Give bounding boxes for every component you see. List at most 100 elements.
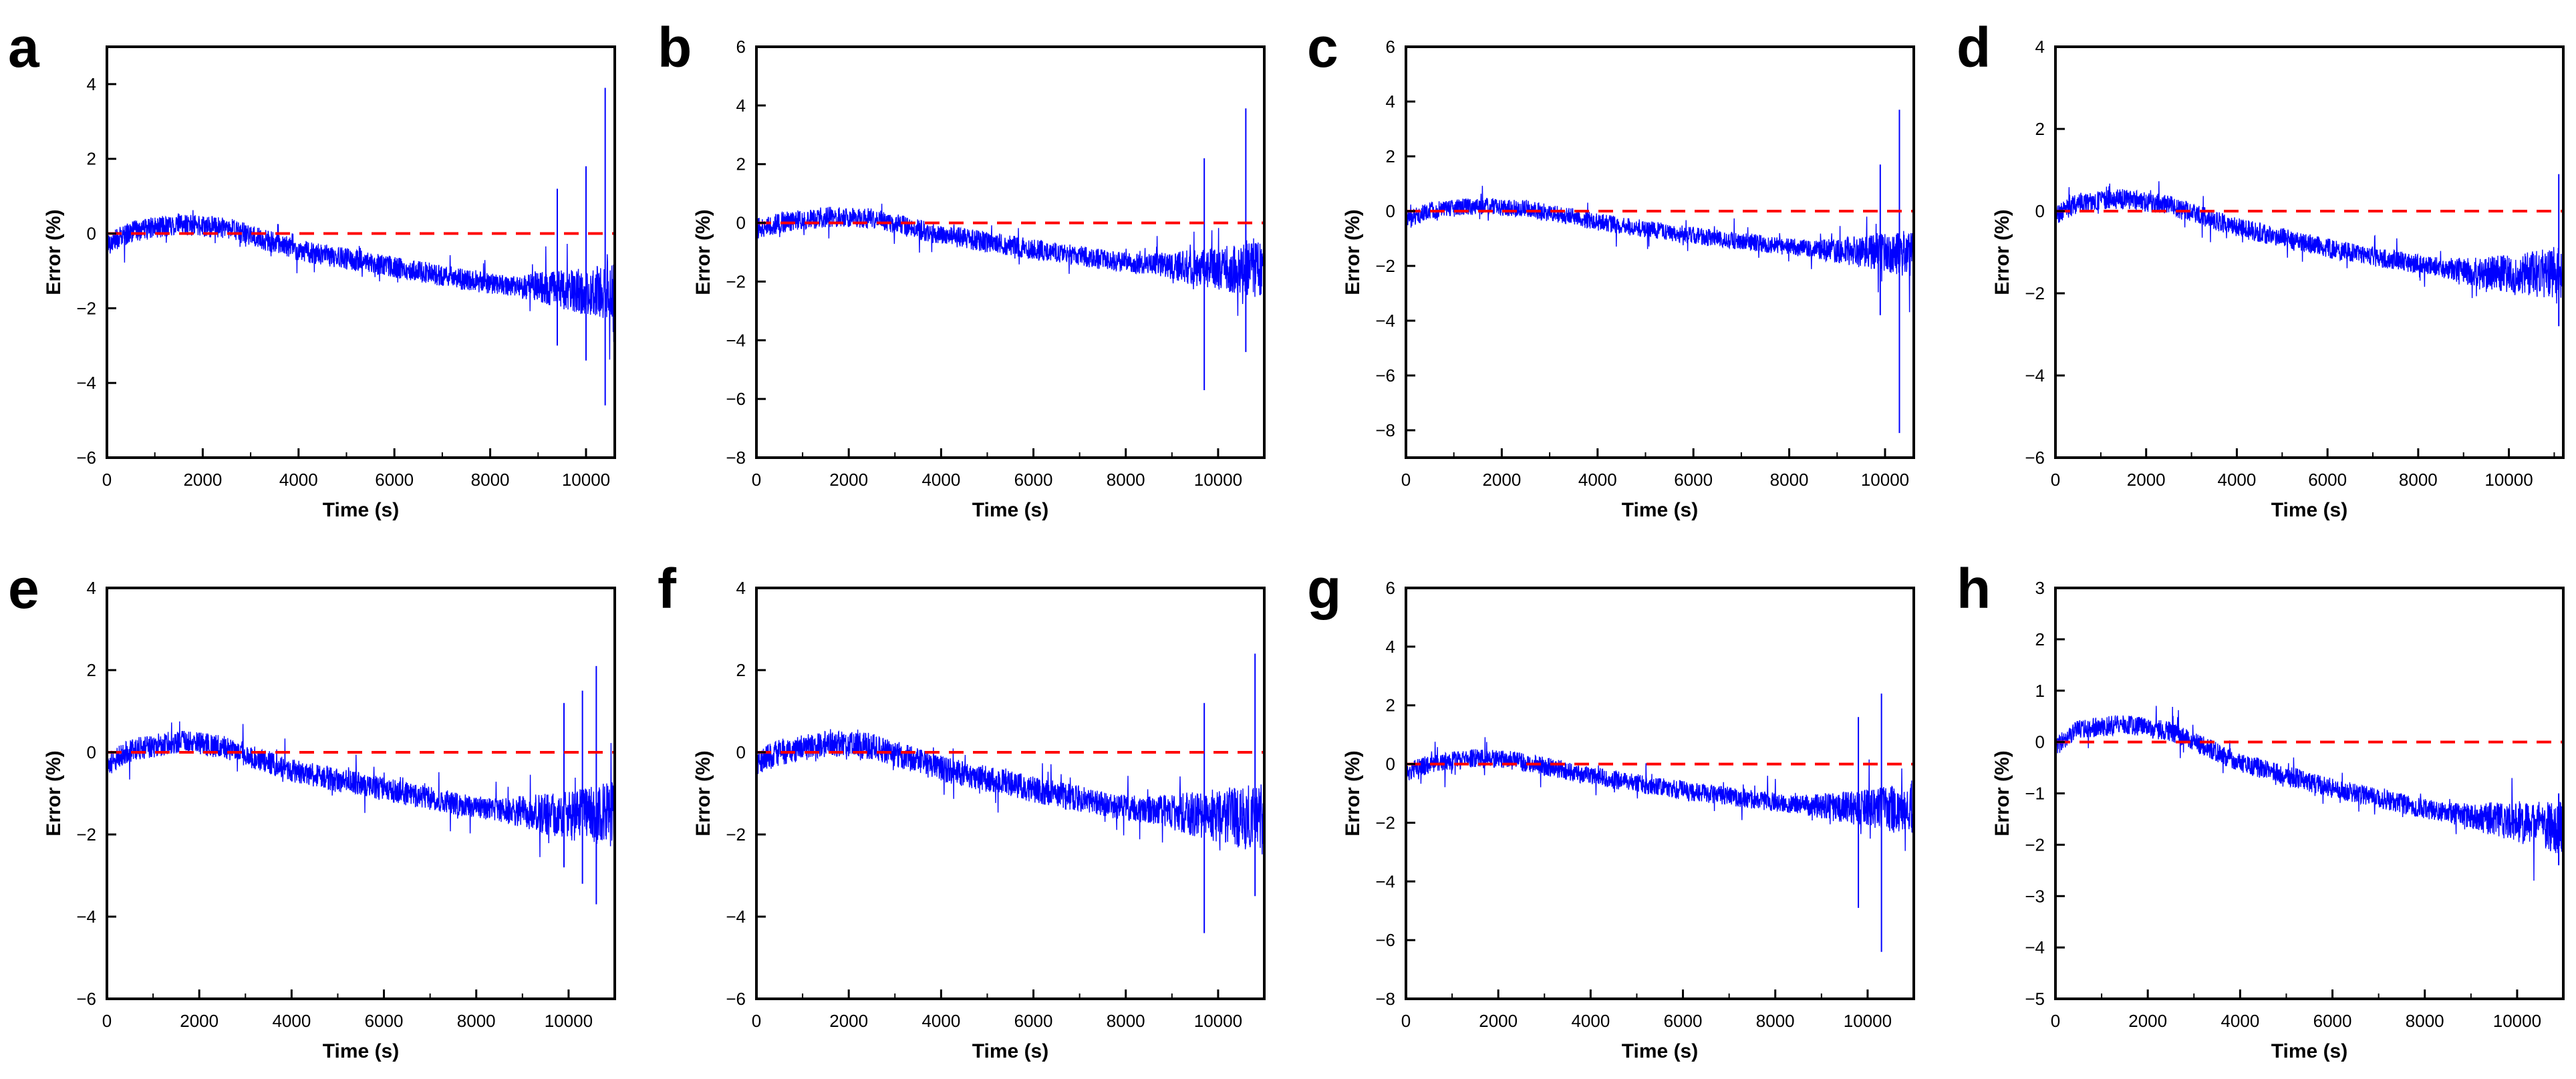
chart-e-ytick-label: 2 bbox=[87, 660, 96, 680]
chart-d-axes-frame bbox=[2054, 45, 2565, 459]
chart-c-ylabel: Error (%) bbox=[1342, 209, 1364, 295]
chart-c-ytick-label: −8 bbox=[1375, 420, 1395, 440]
chart-g-xtick-label: 8000 bbox=[1756, 1011, 1795, 1031]
chart-f-panel-letter: f bbox=[658, 557, 677, 620]
chart-h-xtick-label: 0 bbox=[2051, 1011, 2060, 1031]
chart-d-ylabel: Error (%) bbox=[1991, 209, 2013, 295]
chart-h-panel-letter: h bbox=[1957, 557, 1991, 620]
chart-h-ytick-label: 3 bbox=[2035, 578, 2045, 598]
chart-b-xtick-label: 6000 bbox=[1014, 470, 1053, 490]
chart-e-xtick-label: 4000 bbox=[272, 1011, 311, 1031]
chart-f-ytick-label: 2 bbox=[736, 660, 746, 680]
chart-d-panel: d 0 2000 4000 6000 8000 10000 −6 −4 −2 0 2 4 Time (s)… bbox=[1957, 16, 2565, 521]
chart-c-ytick-label: 4 bbox=[1386, 92, 1395, 112]
chart-c-ytick-label: −4 bbox=[1375, 311, 1395, 331]
chart-h-xtick-label: 8000 bbox=[2406, 1011, 2444, 1031]
chart-f-ytick-label: −2 bbox=[726, 824, 746, 844]
chart-a-xtick-label: 0 bbox=[102, 470, 112, 490]
chart-g-xtick-label: 6000 bbox=[1664, 1011, 1703, 1031]
chart-d-ytick-label: 2 bbox=[2035, 119, 2045, 139]
chart-c-panel: c 0 2000 4000 6000 8000 10000 −8 −6 −4 −2 0 2 4 6 Time … bbox=[1307, 16, 1915, 521]
chart-c-ytick-label: 2 bbox=[1386, 146, 1395, 166]
chart-e-xtick-label: 10000 bbox=[545, 1011, 593, 1031]
chart-f-series-error bbox=[756, 729, 1264, 855]
chart-c-xtick-label: 0 bbox=[1401, 470, 1411, 490]
chart-g-ytick-label: 6 bbox=[1386, 578, 1395, 598]
chart-b-ytick-label: 0 bbox=[736, 213, 746, 233]
chart-f-xtick-label: 2000 bbox=[829, 1011, 868, 1031]
chart-a-ytick-label: 0 bbox=[87, 224, 96, 244]
chart-d-series-error bbox=[2055, 181, 2563, 304]
chart-g-panel-letter: g bbox=[1307, 557, 1341, 620]
chart-e-axes-frame bbox=[106, 587, 616, 1000]
chart-h-ytick-label: −2 bbox=[2025, 834, 2045, 855]
chart-e-panel: e 0 2000 4000 6000 8000 10000 −6 −4 −2 0 2 4 Time (s)… bbox=[8, 557, 616, 1062]
chart-c-ytick-label: −2 bbox=[1375, 256, 1395, 276]
chart-d-xtick-label: 6000 bbox=[2308, 470, 2347, 490]
chart-c-xtick-label: 4000 bbox=[1578, 470, 1617, 490]
chart-e-ytick-label: −4 bbox=[76, 907, 96, 927]
chart-h-ytick-label: 0 bbox=[2035, 732, 2045, 752]
chart-h-panel: h 0 2000 4000 6000 8000 10000 −5 −4 −3 −2 −1 0 1 2 3 Tim… bbox=[1957, 557, 2565, 1062]
chart-g-xtick-label: 10000 bbox=[1844, 1011, 1892, 1031]
chart-d-xtick-label: 10000 bbox=[2484, 470, 2533, 490]
chart-f-ytick-label: 4 bbox=[736, 578, 746, 598]
chart-a-ytick-label: 2 bbox=[87, 149, 96, 169]
chart-e-series-error bbox=[107, 721, 615, 857]
chart-f-xtick-label: 4000 bbox=[921, 1011, 960, 1031]
chart-d-ytick-label: 0 bbox=[2035, 201, 2045, 221]
chart-d-xtick-label: 4000 bbox=[2218, 470, 2257, 490]
chart-c-xtick-label: 2000 bbox=[1482, 470, 1521, 490]
chart-h-axes-frame bbox=[2054, 587, 2565, 1000]
chart-g-ytick-label: −2 bbox=[1375, 812, 1395, 832]
chart-e-panel-letter: e bbox=[8, 557, 39, 620]
chart-b-panel: b 0 2000 4000 6000 8000 10000 −8 −6 −4 −2 0 2 4 6 Time … bbox=[658, 16, 1266, 521]
chart-e-ylabel: Error (%) bbox=[43, 750, 65, 836]
chart-e-xtick-label: 2000 bbox=[180, 1011, 219, 1031]
chart-c-xtick-label: 10000 bbox=[1861, 470, 1909, 490]
chart-f-ylabel: Error (%) bbox=[692, 750, 714, 836]
chart-g-ytick-label: 2 bbox=[1386, 696, 1395, 716]
chart-b-ytick-label: 2 bbox=[736, 154, 746, 174]
chart-a-xtick-label: 4000 bbox=[279, 470, 318, 490]
chart-h-ylabel: Error (%) bbox=[1991, 750, 2013, 836]
chart-c-xlabel: Time (s) bbox=[1622, 499, 1698, 521]
chart-d-xlabel: Time (s) bbox=[2271, 499, 2347, 521]
chart-c-panel-letter: c bbox=[1307, 16, 1338, 79]
chart-b-ytick-label: −4 bbox=[726, 330, 746, 350]
chart-c-ytick-label: 0 bbox=[1386, 201, 1395, 221]
chart-d-panel-letter: d bbox=[1957, 16, 1991, 79]
chart-b-xtick-label: 8000 bbox=[1107, 470, 1145, 490]
chart-c-ytick-label: −6 bbox=[1375, 365, 1395, 386]
chart-g-ytick-label: 4 bbox=[1386, 637, 1395, 657]
chart-g-xlabel: Time (s) bbox=[1622, 1040, 1698, 1062]
chart-e-ytick-label: −6 bbox=[76, 989, 96, 1009]
chart-d-xtick-label: 2000 bbox=[2127, 470, 2166, 490]
chart-b-ytick-label: 4 bbox=[736, 96, 746, 116]
chart-h-ytick-label: −5 bbox=[2025, 989, 2045, 1009]
chart-g-axes-frame bbox=[1405, 587, 1915, 1000]
chart-c-axes-frame bbox=[1405, 45, 1915, 459]
chart-g-xtick-label: 4000 bbox=[1571, 1011, 1610, 1031]
chart-a-panel-letter: a bbox=[8, 16, 40, 79]
chart-e-ytick-label: 4 bbox=[87, 578, 96, 598]
chart-d-xtick-label: 8000 bbox=[2399, 470, 2438, 490]
chart-g-series-error bbox=[1406, 737, 1914, 851]
chart-f-xlabel: Time (s) bbox=[972, 1040, 1048, 1062]
chart-e-xtick-label: 8000 bbox=[457, 1011, 496, 1031]
chart-f-xtick-label: 0 bbox=[752, 1011, 761, 1031]
chart-b-panel-letter: b bbox=[658, 16, 692, 79]
chart-h-xtick-label: 10000 bbox=[2493, 1011, 2541, 1031]
chart-h-xtick-label: 4000 bbox=[2221, 1011, 2259, 1031]
chart-g-xtick-label: 0 bbox=[1401, 1011, 1411, 1031]
chart-a-ytick-label: 4 bbox=[87, 74, 96, 94]
chart-b-xtick-label: 2000 bbox=[829, 470, 868, 490]
chart-a-ytick-label: −4 bbox=[76, 373, 96, 393]
chart-c-ytick-label: 6 bbox=[1386, 37, 1395, 57]
chart-f-panel: f 0 2000 4000 6000 8000 10000 −6 −4 −2 0 2 4 Time (s)… bbox=[658, 557, 1266, 1062]
chart-d-ytick-label: 4 bbox=[2035, 37, 2045, 57]
chart-g-xtick-label: 2000 bbox=[1479, 1011, 1518, 1031]
chart-f-xtick-label: 6000 bbox=[1014, 1011, 1053, 1031]
chart-c-xtick-label: 8000 bbox=[1770, 470, 1809, 490]
